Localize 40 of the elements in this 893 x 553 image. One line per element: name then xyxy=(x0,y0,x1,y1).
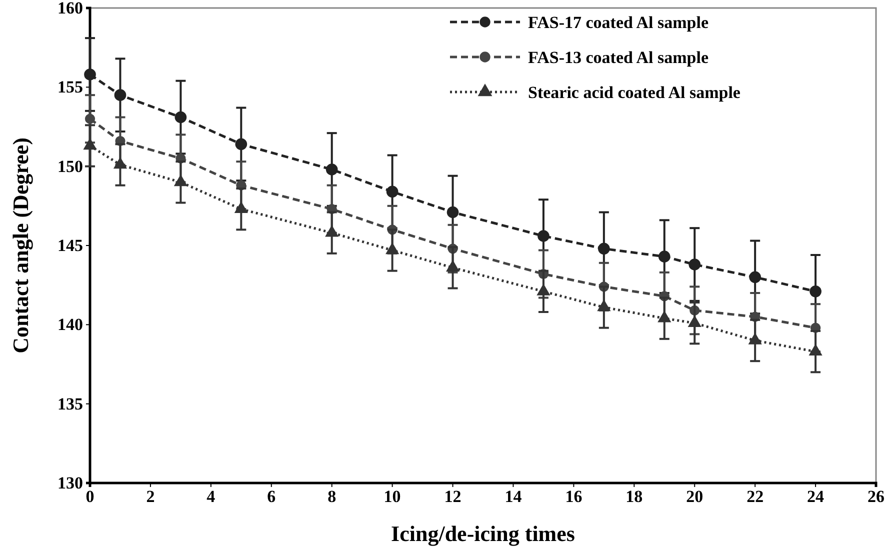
x-tick-label: 14 xyxy=(504,487,522,506)
x-tick-label: 12 xyxy=(444,487,462,506)
x-tick-label: 8 xyxy=(328,487,336,506)
legend-label: FAS-13 coated Al sample xyxy=(528,48,709,67)
x-tick-label: 26 xyxy=(868,487,884,506)
point xyxy=(114,89,126,101)
y-tick-label: 155 xyxy=(58,78,83,97)
point xyxy=(598,242,610,255)
point xyxy=(84,68,96,80)
point xyxy=(658,250,670,262)
y-tick-label: 150 xyxy=(58,156,83,176)
y-axis-title: Contact angle (Degree) xyxy=(8,138,33,354)
y-tick-label: 145 xyxy=(58,236,83,255)
x-axis-title: Icing/de-icing times xyxy=(391,521,576,546)
point xyxy=(538,230,550,242)
point xyxy=(688,258,701,270)
point xyxy=(810,286,822,298)
x-tick-label: 20 xyxy=(686,487,704,506)
x-tick-label: 2 xyxy=(146,487,155,506)
x-tick-label: 4 xyxy=(206,487,216,506)
point xyxy=(749,271,761,284)
point xyxy=(174,111,187,124)
x-tick-label: 6 xyxy=(267,487,276,506)
point xyxy=(326,164,338,176)
y-tick-label: 160 xyxy=(58,0,83,18)
point xyxy=(386,186,398,198)
legend-label: Stearic acid coated Al sample xyxy=(528,83,741,102)
y-tick-label: 140 xyxy=(58,315,83,334)
x-tick-label: 22 xyxy=(746,487,764,506)
legend-label: FAS-17 coated Al sample xyxy=(528,13,709,32)
y-tick-label: 130 xyxy=(58,473,83,492)
point xyxy=(235,138,248,150)
y-tick-label: 135 xyxy=(58,394,83,414)
point xyxy=(84,114,96,124)
x-tick-label: 10 xyxy=(384,487,401,506)
x-tick-label: 18 xyxy=(626,487,643,506)
x-tick-label: 0 xyxy=(86,487,94,506)
point xyxy=(446,206,459,218)
x-tick-label: 24 xyxy=(807,487,825,506)
x-tick-label: 16 xyxy=(565,487,582,506)
